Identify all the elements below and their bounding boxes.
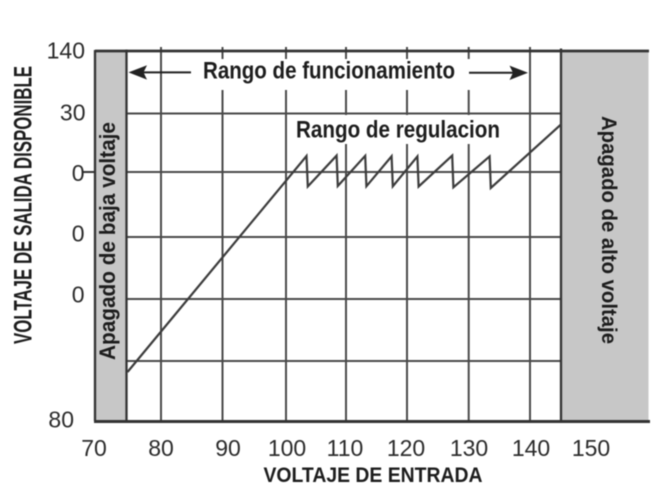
svg-text:70: 70 xyxy=(81,435,107,461)
svg-text:Apagado de alto voltaje: Apagado de alto voltaje xyxy=(597,116,620,344)
svg-text:110: 110 xyxy=(327,435,364,461)
svg-text:80: 80 xyxy=(148,435,174,461)
svg-text:100: 100 xyxy=(268,435,306,461)
svg-text:140: 140 xyxy=(47,37,85,63)
svg-text:Apagado de baja voltaje: Apagado de baja voltaje xyxy=(95,122,120,360)
svg-text:0: 0 xyxy=(72,281,85,307)
svg-text:130: 130 xyxy=(450,435,488,461)
svg-text:Rango de funcionamiento: Rango de funcionamiento xyxy=(203,58,455,85)
svg-text:0: 0 xyxy=(72,220,85,246)
svg-text:150: 150 xyxy=(572,435,610,461)
svg-text:120: 120 xyxy=(387,435,425,461)
svg-text:30: 30 xyxy=(60,99,86,125)
svg-text:0: 0 xyxy=(72,160,85,186)
svg-text:80: 80 xyxy=(48,406,74,432)
svg-text:VOLTAJE DE ENTRADA: VOLTAJE DE ENTRADA xyxy=(264,463,483,487)
svg-text:VOLTAJE DE SALIDA DISPONIBLE: VOLTAJE DE SALIDA DISPONIBLE xyxy=(10,66,38,344)
svg-text:Rango de regulacion: Rango de regulacion xyxy=(296,117,500,144)
svg-text:140: 140 xyxy=(512,435,550,461)
svg-text:90: 90 xyxy=(215,435,241,461)
